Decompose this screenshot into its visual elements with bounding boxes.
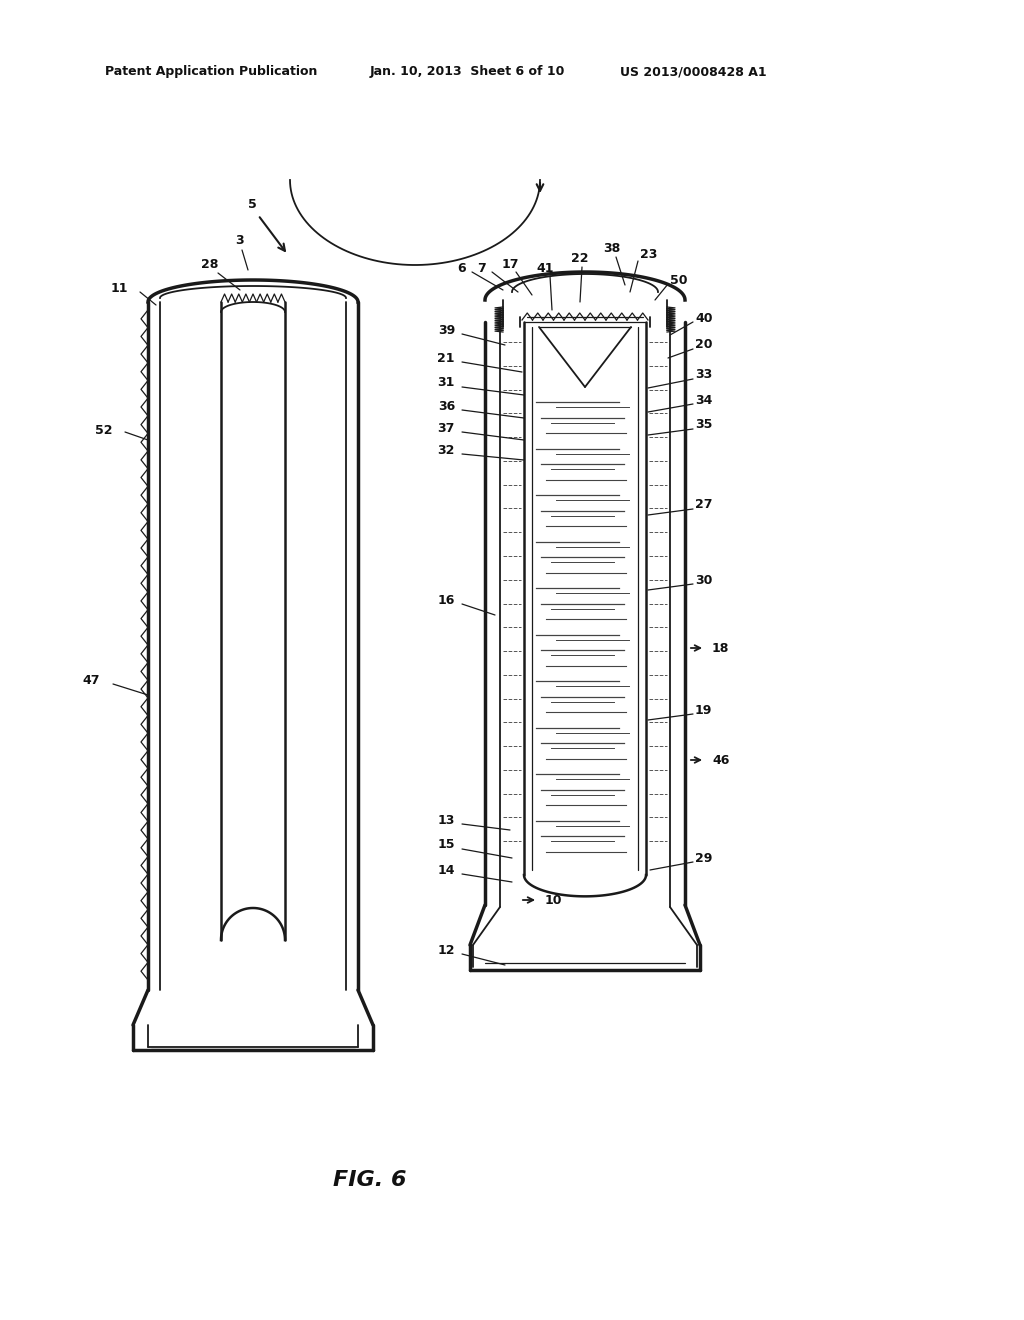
Text: 40: 40 <box>695 312 713 325</box>
Text: 15: 15 <box>437 838 455 851</box>
Text: 33: 33 <box>695 368 713 381</box>
Text: 41: 41 <box>537 261 554 275</box>
Text: 13: 13 <box>437 813 455 826</box>
Text: 30: 30 <box>695 573 713 586</box>
Text: 21: 21 <box>437 351 455 364</box>
Text: 47: 47 <box>83 673 100 686</box>
Text: 38: 38 <box>603 242 621 255</box>
Text: 18: 18 <box>712 642 729 655</box>
Text: 6: 6 <box>458 261 466 275</box>
Text: 17: 17 <box>502 257 519 271</box>
Text: Jan. 10, 2013  Sheet 6 of 10: Jan. 10, 2013 Sheet 6 of 10 <box>370 66 565 78</box>
Text: 3: 3 <box>236 234 245 247</box>
Text: 52: 52 <box>94 424 112 437</box>
Text: US 2013/0008428 A1: US 2013/0008428 A1 <box>620 66 767 78</box>
Text: 20: 20 <box>695 338 713 351</box>
Text: 14: 14 <box>437 863 455 876</box>
Text: 34: 34 <box>695 393 713 407</box>
Text: 10: 10 <box>545 894 562 907</box>
Text: 22: 22 <box>571 252 589 264</box>
Text: 31: 31 <box>437 376 455 389</box>
Text: 35: 35 <box>695 418 713 432</box>
Text: Patent Application Publication: Patent Application Publication <box>105 66 317 78</box>
Text: 16: 16 <box>437 594 455 606</box>
Text: 50: 50 <box>670 273 687 286</box>
Text: 23: 23 <box>640 248 657 260</box>
Text: FIG. 6: FIG. 6 <box>333 1170 407 1191</box>
Text: 27: 27 <box>695 499 713 511</box>
Text: 11: 11 <box>111 281 128 294</box>
Text: 29: 29 <box>695 851 713 865</box>
Text: 7: 7 <box>477 261 486 275</box>
Text: 37: 37 <box>437 421 455 434</box>
Text: 36: 36 <box>437 400 455 412</box>
Text: 39: 39 <box>437 323 455 337</box>
Text: 32: 32 <box>437 444 455 457</box>
Text: 46: 46 <box>712 754 729 767</box>
Text: 5: 5 <box>248 198 256 211</box>
Text: 28: 28 <box>202 259 219 272</box>
Text: 12: 12 <box>437 944 455 957</box>
Text: 19: 19 <box>695 704 713 717</box>
